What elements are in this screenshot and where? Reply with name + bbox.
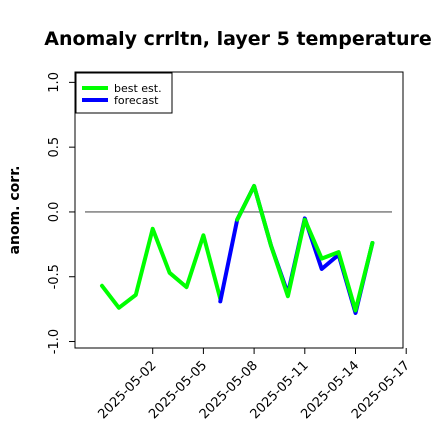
legend: best est.forecast	[75, 72, 173, 114]
legend-label: best est.	[114, 82, 162, 95]
y-tick-label: 1.0	[47, 72, 62, 93]
x-ticks-group: 2025-05-022025-05-052025-05-082025-05-11…	[95, 348, 413, 422]
series-group	[100, 184, 375, 315]
chart-title: Anomaly crrltn, layer 5 temperature	[44, 28, 432, 50]
y-axis-label: anom. corr.	[7, 166, 23, 255]
series-line-2	[235, 184, 375, 313]
legend-label: forecast	[114, 94, 159, 107]
y-ticks-group: -1.0 -0.5 0.0 0.5 1.0	[47, 72, 75, 354]
legend-box	[75, 72, 173, 114]
y-tick-label: -0.5	[47, 264, 62, 289]
series-line-0	[100, 226, 223, 310]
y-tick-label: 0.0	[47, 202, 62, 223]
y-tick-label: 0.5	[47, 137, 62, 158]
y-tick-label: -1.0	[47, 329, 62, 354]
plot-frame	[74, 71, 404, 349]
